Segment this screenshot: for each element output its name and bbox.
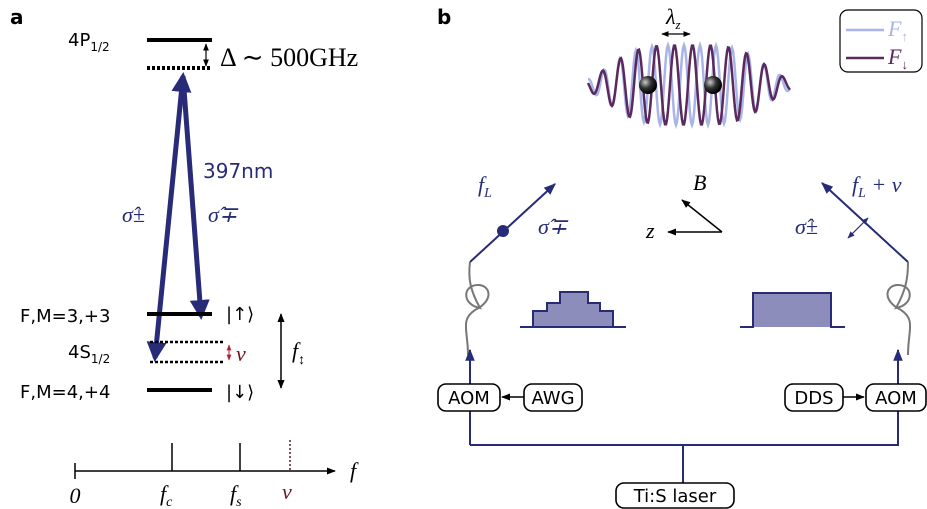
text-part: f: [852, 172, 861, 197]
text-part: f: [230, 481, 239, 506]
device-box: [615, 482, 735, 509]
tick-label: fc: [160, 481, 173, 509]
text-part: f: [292, 338, 301, 363]
text-part: 1/2: [91, 352, 110, 366]
tick-label: 0: [70, 483, 81, 508]
detuning: Δ ∼ 500GHz: [220, 43, 358, 72]
tick-label: ν: [282, 479, 292, 504]
text-part: ↕: [298, 353, 305, 368]
polarization-arrow: [847, 217, 869, 239]
text-part: f: [478, 172, 487, 197]
device-box: [437, 383, 501, 412]
text-part: 4S: [68, 342, 91, 363]
panel-label: b: [437, 5, 451, 29]
device-label: AWG: [531, 388, 574, 409]
text-part: + ν: [866, 172, 902, 197]
ion: [639, 76, 657, 94]
axis-arrow: [681, 199, 723, 233]
axis-label: f: [350, 458, 359, 483]
transition-arrow: [146, 72, 192, 362]
level-label: 4P1/2: [68, 30, 110, 54]
device-label: AOM: [448, 388, 490, 409]
beam: [469, 183, 556, 263]
device-label: Ti:S laser: [633, 486, 717, 507]
splitting: f↕: [292, 338, 305, 368]
ion: [704, 76, 722, 94]
transition-arrow: [180, 75, 210, 320]
device-label: AOM: [875, 388, 917, 409]
text-part: λ: [665, 4, 676, 29]
wavelength: 397nm: [203, 159, 273, 183]
pulse-shape: [520, 291, 626, 328]
wave: [586, 44, 791, 126]
level-label: 4S1/2: [68, 342, 110, 366]
text-part: F: [887, 16, 902, 41]
ket: |↓⟩: [226, 382, 254, 403]
text-part: 1/2: [90, 40, 109, 54]
text-part: c: [166, 495, 173, 509]
device-box: [865, 383, 927, 412]
text-part: ↑: [901, 29, 908, 44]
nu: ν: [236, 341, 246, 366]
text-part: z: [675, 17, 681, 32]
pulse-shape: [740, 292, 845, 328]
ket: |↑⟩: [226, 304, 254, 325]
text-part: L: [483, 186, 492, 201]
tick-label: fs: [230, 481, 242, 509]
state-label: F,M=3,+3: [20, 306, 110, 327]
beam-frequency: fL + ν: [852, 172, 902, 201]
device-label: DDS: [794, 388, 833, 409]
fiber: [886, 261, 912, 356]
legend-box: [839, 9, 923, 73]
beam-path: [469, 352, 899, 487]
panel-label: a: [10, 5, 24, 29]
beam-frequency: fL: [478, 172, 492, 201]
polarization: σ̂∓: [208, 202, 239, 227]
polarization: σ̂±: [795, 214, 818, 239]
state-label: F,M=4,+4: [20, 382, 110, 403]
legend-entry: F↓: [887, 44, 908, 72]
fiber: [464, 261, 490, 356]
polarization: σ̂∓: [538, 214, 569, 239]
beam-dot: [497, 225, 509, 237]
polarization: σ̂±: [122, 202, 145, 227]
legend-entry: F↑: [887, 16, 908, 44]
text-part: f: [160, 481, 169, 506]
text-part: s: [236, 495, 242, 509]
text-part: 4P: [68, 30, 90, 51]
text-part: ↓: [901, 57, 908, 72]
axis-label: z: [645, 218, 655, 243]
field-label: B: [693, 170, 706, 195]
lattice-label: λz: [665, 4, 681, 32]
text-part: F: [887, 44, 902, 69]
text-part: L: [857, 186, 866, 201]
